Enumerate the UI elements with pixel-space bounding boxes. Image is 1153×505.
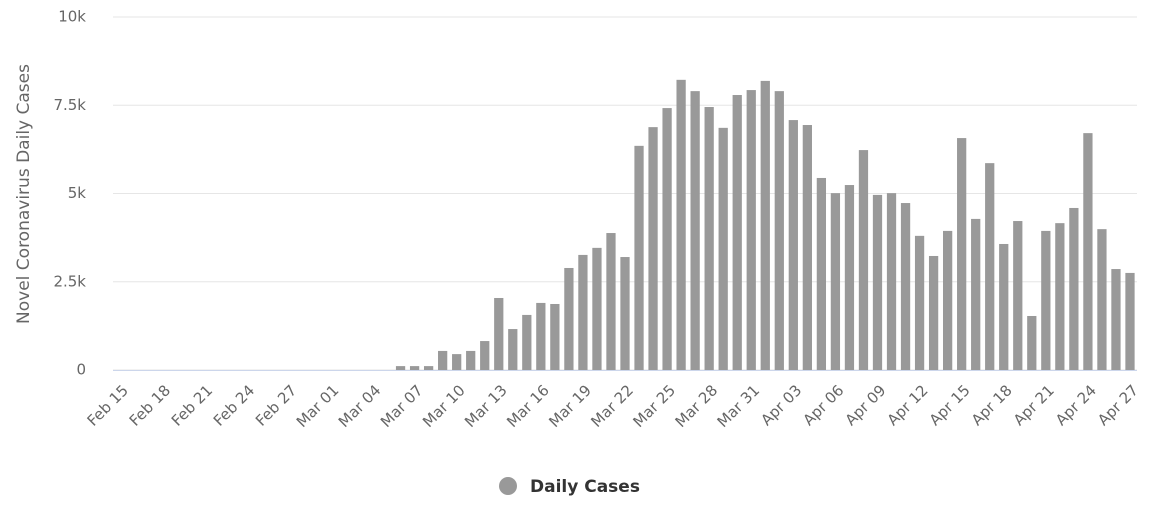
x-tick-label: Apr 03 [757,381,805,429]
x-tick-label: Feb 27 [252,381,300,429]
bar [999,243,1009,370]
legend-marker[interactable] [499,477,517,495]
bar [872,194,883,370]
x-tick-label: Mar 19 [545,381,595,431]
bar [508,329,518,370]
x-tick-label: Feb 24 [210,381,258,429]
bar [1069,207,1079,370]
bar [1013,221,1023,370]
bar [578,254,588,370]
x-tick-label: Mar 28 [672,381,722,431]
bar [760,80,770,370]
bar [1111,269,1121,370]
bar [620,257,630,370]
x-tick-label: Apr 09 [842,381,890,429]
bar [536,302,546,370]
bar [634,145,644,370]
bar [550,303,560,370]
y-tick-label: 7.5k [53,96,86,114]
x-tick-label: Mar 13 [461,381,511,431]
bar [466,350,476,370]
bar [886,193,897,370]
bar [648,127,658,370]
bar [985,163,995,370]
bar [494,297,504,370]
bar [676,79,686,371]
y-axis-title: Novel Coronavirus Daily Cases [14,64,34,324]
x-tick-label: Mar 04 [335,381,385,431]
x-tick-label: Mar 01 [293,381,343,431]
bar [943,230,953,370]
bar [844,185,855,370]
bar [732,95,742,370]
x-tick-label: Mar 22 [587,381,637,431]
bar [592,247,602,370]
y-tick-label: 0 [76,361,86,379]
x-tick-label: Apr 27 [1094,381,1142,429]
bar [774,91,784,370]
bar [662,108,672,370]
bar [928,255,939,370]
bar [1055,223,1065,370]
x-tick-label: Mar 07 [377,381,427,431]
bar [606,233,616,370]
bar [438,350,448,370]
x-tick-label: Mar 31 [714,381,764,431]
bar [522,314,532,370]
x-tick-label: Feb 21 [168,381,216,429]
x-tick-label: Apr 24 [1052,381,1100,429]
bar [830,193,841,370]
x-tick-label: Mar 25 [629,381,679,431]
x-tick-label: Feb 15 [84,381,132,429]
x-tick-label: Apr 18 [968,381,1016,429]
bar [1041,230,1051,370]
x-tick-label: Apr 15 [926,381,974,429]
x-tick-label: Apr 21 [1010,381,1058,429]
bar [788,120,798,371]
y-tick-label: 2.5k [53,272,86,290]
bar [704,107,714,370]
bar [957,138,967,370]
bar [718,127,728,370]
bar [746,90,756,371]
x-tick-label: Mar 10 [419,381,469,431]
bar [690,91,700,370]
bar [971,218,981,370]
y-tick-label: 5k [68,184,87,202]
bar [802,125,812,370]
x-tick-label: Mar 16 [503,381,553,431]
bar [1097,229,1107,370]
bar [452,354,462,370]
bar [914,235,925,370]
bar [900,203,911,370]
x-tick-label: Apr 06 [799,381,847,429]
bar [423,366,434,370]
bar [409,366,420,370]
x-tick-label: Apr 12 [884,381,932,429]
bar [816,177,827,370]
legend-label[interactable]: Daily Cases [530,477,640,497]
bar [1125,272,1135,370]
bar [564,267,574,370]
bar [1027,315,1037,370]
y-tick-label: 10k [58,8,86,26]
x-tick-label: Feb 18 [126,381,174,429]
bar [858,150,869,370]
bar [395,366,406,370]
bar [480,341,490,370]
bar [1083,133,1093,370]
